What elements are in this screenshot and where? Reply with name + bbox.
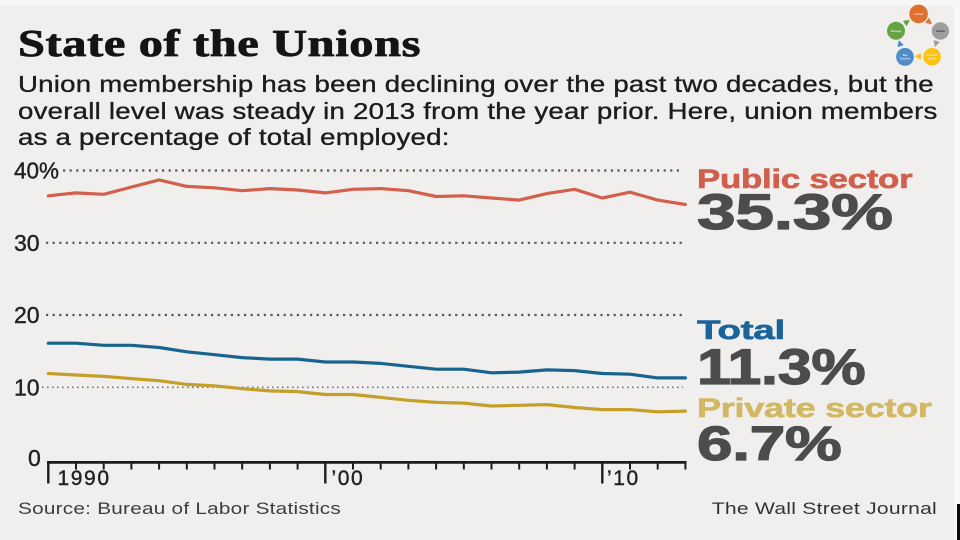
svg-text:Teachers: Teachers	[900, 56, 911, 60]
svg-text:1990: 1990	[58, 467, 111, 490]
svg-text:40%: 40%	[14, 158, 59, 184]
svg-text:20: 20	[14, 302, 40, 328]
svg-text:Education: Education	[926, 53, 938, 57]
svg-text:10: 10	[14, 374, 40, 400]
svg-text:’00: ’00	[332, 467, 365, 490]
svg-text:’10: ’10	[607, 467, 640, 490]
svg-text:30: 30	[14, 230, 40, 256]
svg-text:Bad: Bad	[903, 53, 908, 57]
svg-text:Reform: Reform	[928, 56, 937, 60]
svg-text:Unions: Unions	[936, 29, 945, 33]
svg-text:Context: Context	[914, 12, 923, 16]
svg-text:Message: Message	[891, 29, 902, 33]
svg-text:0: 0	[28, 445, 41, 471]
